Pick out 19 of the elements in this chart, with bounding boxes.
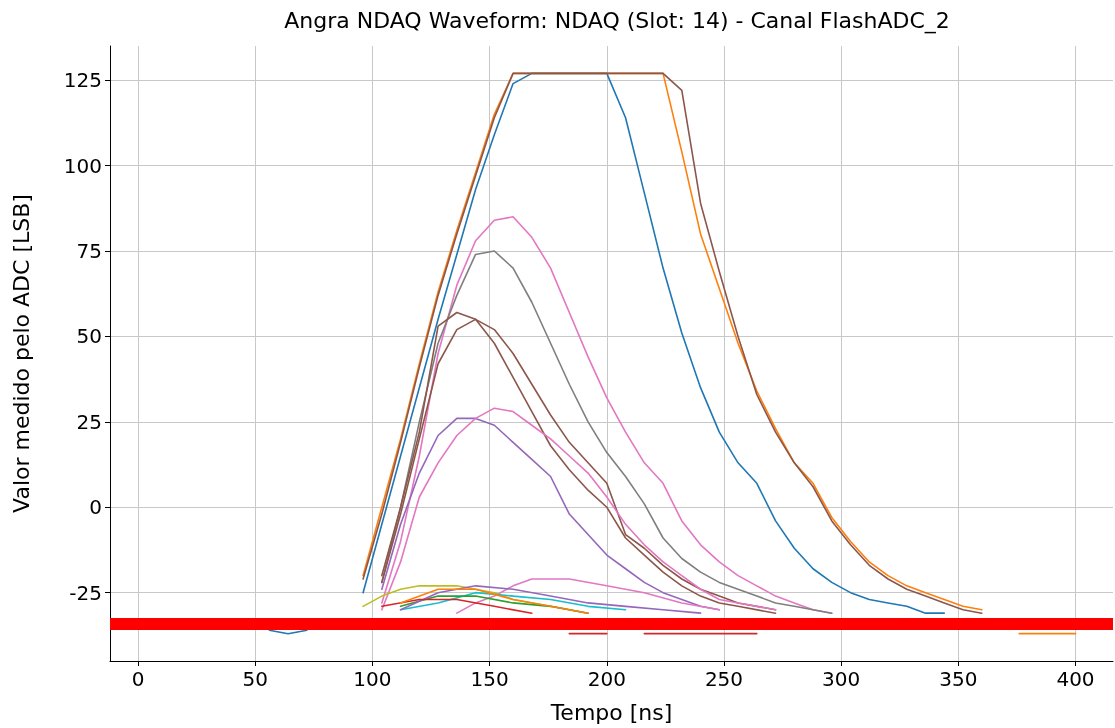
x-axis-title: Tempo [ns] <box>549 699 673 725</box>
y-tick-label: 100 <box>63 153 102 178</box>
chart-title: Angra NDAQ Waveform: NDAQ (Slot: 14) - Canal FlashADC_2 <box>284 7 950 34</box>
y-tick-label: -25 <box>69 580 102 605</box>
x-tick-label: 0 <box>131 667 145 691</box>
y-tick-label: 50 <box>76 324 102 349</box>
y-tick-label: 0 <box>89 495 102 520</box>
y-axis-title: Valor medido pelo ADC [LSB] <box>8 194 34 513</box>
x-tick-label: 100 <box>353 667 392 691</box>
y-tick-label: 125 <box>63 68 102 93</box>
x-tick-label: 150 <box>470 667 509 691</box>
x-tick-label: 50 <box>242 667 269 691</box>
x-tick-label: 300 <box>822 667 861 691</box>
x-tick-label: 400 <box>1056 667 1095 691</box>
y-tick-label: 25 <box>76 409 102 434</box>
x-tick-label: 250 <box>704 667 744 691</box>
x-tick-label: 200 <box>587 667 626 691</box>
y-tick-label: 75 <box>76 239 102 263</box>
x-tick-label: 350 <box>939 667 978 691</box>
